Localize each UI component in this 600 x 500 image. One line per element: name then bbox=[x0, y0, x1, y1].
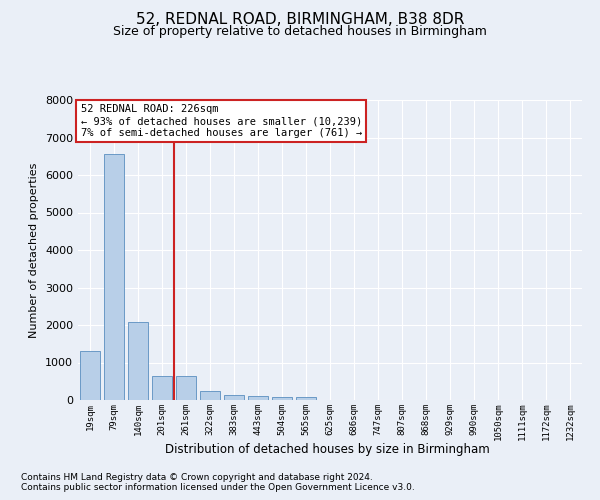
Bar bbox=[248, 396, 268, 400]
Text: Distribution of detached houses by size in Birmingham: Distribution of detached houses by size … bbox=[164, 442, 490, 456]
Text: Contains public sector information licensed under the Open Government Licence v3: Contains public sector information licen… bbox=[21, 484, 415, 492]
Text: Size of property relative to detached houses in Birmingham: Size of property relative to detached ho… bbox=[113, 25, 487, 38]
Bar bbox=[104, 154, 124, 400]
Bar bbox=[128, 322, 148, 400]
Text: 52 REDNAL ROAD: 226sqm
← 93% of detached houses are smaller (10,239)
7% of semi-: 52 REDNAL ROAD: 226sqm ← 93% of detached… bbox=[80, 104, 362, 138]
Y-axis label: Number of detached properties: Number of detached properties bbox=[29, 162, 40, 338]
Bar bbox=[296, 398, 316, 400]
Bar bbox=[272, 398, 292, 400]
Bar bbox=[224, 395, 244, 400]
Text: 52, REDNAL ROAD, BIRMINGHAM, B38 8DR: 52, REDNAL ROAD, BIRMINGHAM, B38 8DR bbox=[136, 12, 464, 28]
Bar bbox=[80, 351, 100, 400]
Bar bbox=[200, 391, 220, 400]
Text: Contains HM Land Registry data © Crown copyright and database right 2024.: Contains HM Land Registry data © Crown c… bbox=[21, 472, 373, 482]
Bar bbox=[176, 376, 196, 400]
Bar bbox=[152, 376, 172, 400]
